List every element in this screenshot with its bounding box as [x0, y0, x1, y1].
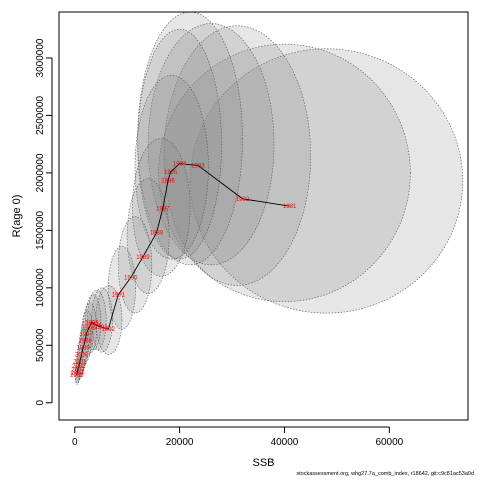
ellipse-1991 — [107, 246, 136, 330]
y-axis-label: R(age 0) — [11, 195, 23, 238]
year-label-1988: 1988 — [150, 231, 164, 237]
year-label-1997: 1997 — [80, 332, 94, 338]
ellipse-1986 — [137, 28, 222, 260]
ellipse-1993 — [91, 287, 113, 353]
year-label-1995: 1995 — [85, 320, 99, 326]
ellipse-1995 — [84, 294, 102, 351]
year-label-1985: 1985 — [164, 170, 178, 176]
x-axis-label: SSB — [252, 457, 274, 469]
year-label-1982: 1982 — [236, 197, 250, 203]
year-label-2003: 2003 — [71, 367, 85, 373]
trajectory-line — [76, 163, 290, 376]
y-tick-label-2500000: 2500000 — [35, 96, 46, 135]
ellipse-1987 — [134, 74, 209, 260]
year-label-1999: 1999 — [76, 346, 90, 352]
year-label-2001: 2001 — [73, 359, 87, 365]
ellipse-layer — [74, 11, 464, 385]
year-label-1993: 1993 — [94, 325, 108, 331]
year-label-1981: 1981 — [283, 204, 297, 210]
ellipse-1982 — [158, 43, 411, 302]
x-axis: 0 20000 40000 60000 — [72, 426, 404, 448]
year-label-1989: 1989 — [136, 255, 150, 261]
ellipse-1983 — [163, 25, 311, 286]
x-tick-label-0: 0 — [72, 437, 78, 448]
year-label-1986: 1986 — [161, 178, 175, 184]
year-label-2002: 2002 — [72, 364, 86, 370]
ellipse-1981 — [189, 48, 464, 314]
x-tick-label-60000: 60000 — [375, 437, 403, 448]
year-label-1987: 1987 — [156, 207, 170, 213]
x-tick-label-40000: 40000 — [271, 437, 299, 448]
year-label-2000: 2000 — [75, 352, 89, 358]
year-label-2005: 2005 — [70, 373, 84, 379]
y-tick-label-500000: 500000 — [35, 328, 46, 362]
ellipse-1997 — [81, 310, 94, 358]
ellipse-1988 — [132, 138, 191, 277]
y-tick-label-1000000: 1000000 — [35, 268, 46, 307]
y-tick-label-0: 0 — [35, 400, 46, 406]
year-label-1996: 1996 — [82, 326, 96, 332]
year-label-1991: 1991 — [112, 293, 126, 299]
x-tick-label-20000: 20000 — [166, 437, 194, 448]
year-label-1984: 1984 — [173, 162, 187, 168]
footer-credit: stockassessment.org, whg27.7a_comb_index… — [296, 471, 474, 477]
ellipse-1984 — [147, 23, 275, 266]
y-axis: 0 500000 1000000 1500000 2000000 2500000 30000… — [35, 38, 53, 406]
ellipse-1992 — [95, 285, 123, 355]
trajectory-layer — [76, 163, 290, 376]
ellipse-1990 — [117, 216, 153, 314]
year-label-1990: 1990 — [124, 275, 138, 281]
ellipse-1989 — [126, 178, 170, 294]
ellipse-1994 — [87, 289, 107, 351]
year-label-1992: 1992 — [102, 327, 116, 333]
year-label-1983: 1983 — [191, 163, 205, 169]
year-label-2004: 2004 — [71, 371, 85, 377]
y-tick-label-2000000: 2000000 — [35, 153, 46, 192]
plot-area-border — [58, 11, 469, 421]
y-tick-label-1500000: 1500000 — [35, 210, 46, 249]
year-label-1998: 1998 — [79, 339, 93, 345]
year-label-layer: 1981 1982 1983 1984 1985 1986 1987 1988 1989 1990… — [70, 162, 297, 379]
y-tick-label-3000000: 3000000 — [35, 38, 46, 77]
year-label-1994: 1994 — [89, 323, 103, 329]
